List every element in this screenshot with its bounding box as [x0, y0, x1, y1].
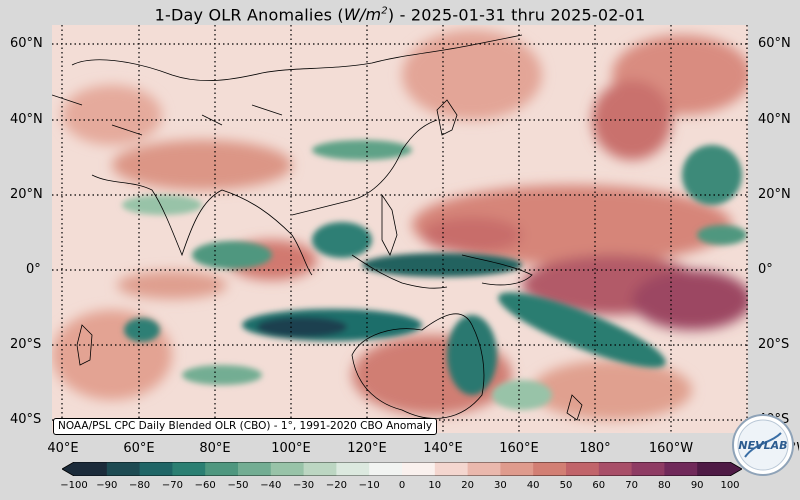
colorbar-tick-label: 50: [559, 480, 573, 491]
positive-anomaly-fields: [52, 30, 748, 420]
colorbar-segment: [467, 462, 501, 476]
lat-label-40n-right: 40°N: [758, 112, 791, 127]
lat-label-eq-right: 0°: [758, 262, 773, 277]
colorbar-tick-label: −80: [129, 480, 151, 491]
map-title: 1-Day OLR Anomalies (W/m2) - 2025-01-31 …: [154, 5, 646, 25]
colorbar-tick-label: 70: [625, 480, 638, 491]
colorbar-segment: [402, 462, 436, 476]
source-note: NOAA/PSL CPC Daily Blended OLR (CBO) - 1…: [53, 418, 438, 435]
colorbar-extend-left: [62, 462, 74, 476]
colorbar-tick-label: 40: [526, 480, 540, 491]
colorbar-segment: [631, 462, 665, 476]
negative-anomaly-fields: [122, 140, 747, 410]
colorbar-tick-label: 0: [398, 480, 406, 491]
colorbar-tick-label: 80: [658, 480, 671, 491]
nevlab-logo: NEVLAB: [732, 414, 794, 476]
colorbar-tick-label: −20: [325, 480, 347, 491]
colorbar-segment: [533, 462, 567, 476]
colorbar-tick-label: −40: [260, 480, 282, 491]
colorbar: [62, 462, 742, 476]
colorbar-tick-label: −60: [194, 480, 216, 491]
lat-label-40n-left: 40°N: [10, 112, 43, 127]
lon-label-120e: 120°E: [347, 441, 387, 456]
lat-label-eq-left: 0°: [26, 262, 41, 277]
graticule: [52, 25, 748, 433]
colorbar-segment: [598, 462, 633, 476]
lat-label-20n-right: 20°N: [758, 187, 791, 202]
colorbar-segment: [139, 462, 173, 476]
colorbar-segment: [664, 462, 698, 476]
lat-label-40s-left: 40°S: [10, 412, 42, 427]
colorbar-extend-right: [730, 462, 742, 476]
olr-anomaly-map: [52, 25, 748, 433]
colorbar-segment: [303, 462, 337, 476]
colorbar-tick-label: 20: [461, 480, 474, 491]
logo-text: NEVLAB: [738, 439, 787, 452]
colorbar-tick-label: −90: [96, 480, 118, 491]
colorbar-tick-label: 60: [592, 480, 606, 491]
colorbar-segment: [106, 462, 141, 476]
lon-label-140e: 140°E: [423, 441, 463, 456]
colorbar-segment: [270, 462, 305, 476]
colorbar-tick-label: −70: [161, 480, 183, 491]
colorbar-tick-label: 10: [428, 480, 442, 491]
colorbar-segment: [566, 462, 600, 476]
colorbar-tick-label: −30: [293, 480, 315, 491]
colorbar-tick-label: −10: [358, 480, 380, 491]
colorbar-tick-label: −100: [60, 480, 88, 491]
lat-label-60n-left: 60°N: [10, 36, 43, 51]
colorbar-segment: [74, 462, 108, 476]
colorbar-tick-label: 100: [720, 480, 740, 491]
lon-label-160e: 160°E: [499, 441, 539, 456]
lon-label-80e: 80°E: [199, 441, 231, 456]
coastlines: [52, 34, 583, 421]
lat-label-60n-right: 60°N: [758, 36, 791, 51]
colorbar-tick-label: −50: [227, 480, 249, 491]
lat-label-20s-left: 20°S: [10, 337, 42, 352]
lon-label-100e: 100°E: [271, 441, 311, 456]
colorbar-segment: [697, 462, 731, 476]
colorbar-segment: [172, 462, 206, 476]
colorbar-segment: [336, 462, 370, 476]
colorbar-tick-label: 30: [494, 480, 507, 491]
colorbar-segment: [500, 462, 534, 476]
lat-label-20s-right: 20°S: [758, 337, 790, 352]
lat-label-20n-left: 20°N: [10, 187, 43, 202]
colorbar-segment: [434, 462, 469, 476]
lon-label-180: 180°: [579, 441, 611, 456]
colorbar-segment: [369, 462, 403, 476]
colorbar-segment: [205, 462, 239, 476]
colorbar-segment: [238, 462, 272, 476]
lon-label-60e: 60°E: [123, 441, 155, 456]
lon-label-40e: 40°E: [47, 441, 79, 456]
colorbar-tick-label: 90: [690, 480, 704, 491]
lon-label-160w: 160°W: [648, 441, 694, 456]
